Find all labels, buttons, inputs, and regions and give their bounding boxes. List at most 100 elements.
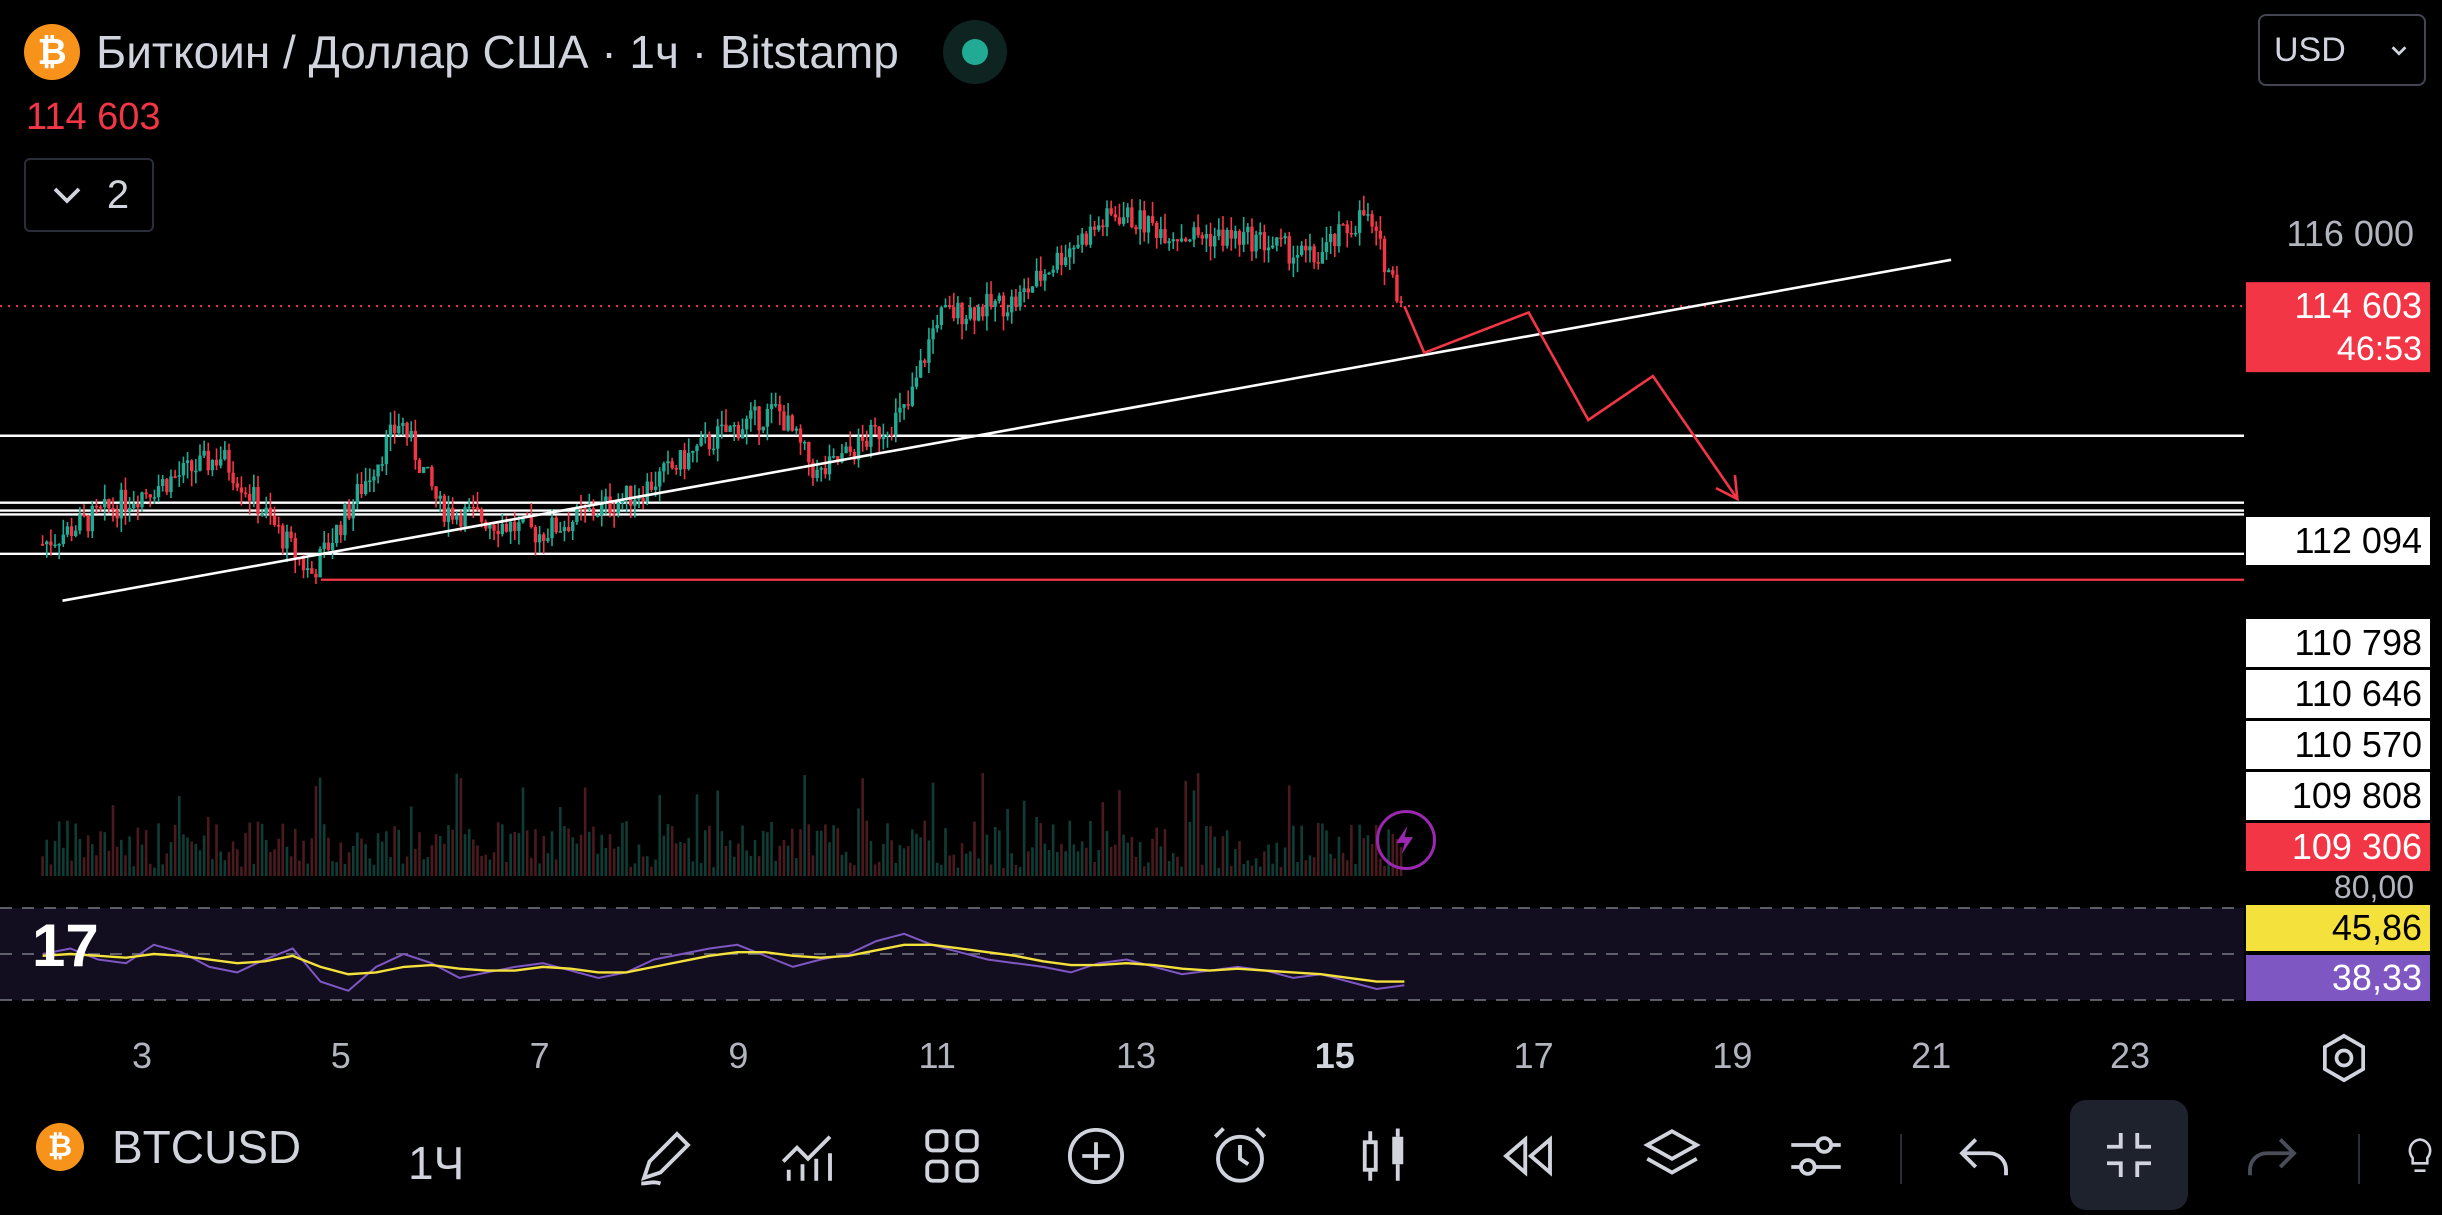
candle-body: [132, 503, 136, 508]
volume-bar: [1151, 838, 1154, 876]
volume-bar: [790, 828, 794, 876]
projection-path[interactable]: [1403, 305, 1739, 500]
currency-select[interactable]: USD: [2258, 14, 2426, 86]
candle-body: [322, 542, 326, 550]
candle-body: [1076, 244, 1080, 248]
candle-body: [434, 486, 438, 499]
volume-bar: [223, 860, 227, 876]
volume-bar: [525, 830, 529, 876]
candle-body: [169, 476, 173, 493]
replay-button[interactable]: [1490, 1118, 1566, 1194]
candle-body: [939, 307, 944, 325]
candle-body: [554, 517, 558, 533]
volume-bar: [588, 831, 591, 876]
candle-body: [517, 522, 521, 532]
volume-bar: [327, 837, 330, 876]
current-price-tag-bg: [2246, 282, 2430, 373]
volume-bar: [95, 855, 98, 876]
volume-bar: [136, 827, 140, 876]
candle-body: [57, 543, 61, 546]
candle-body: [802, 441, 807, 444]
volume-bar: [1056, 852, 1059, 876]
more-tools-button[interactable]: [2392, 1118, 2442, 1194]
candle-body: [426, 466, 430, 469]
indicators-button[interactable]: [770, 1118, 846, 1194]
candle-body: [765, 409, 770, 427]
symbol-search-button[interactable]: ₿ BTCUSD: [36, 1120, 301, 1174]
candle-body: [173, 476, 177, 478]
symbol-title[interactable]: Биткоин / Доллар США · 1ч · Bitstamp: [96, 26, 899, 78]
volume-bar: [1383, 865, 1386, 876]
candle-body: [301, 558, 306, 571]
time-tick: 23: [2110, 1035, 2150, 1076]
level-tag: 110 798: [2246, 619, 2430, 667]
alert-button[interactable]: [1202, 1118, 1278, 1194]
add-button[interactable]: [1058, 1118, 1134, 1194]
level-tag-bg: [2246, 619, 2430, 667]
volume-bar: [409, 806, 413, 876]
volume-bar: [811, 855, 815, 876]
candle-body: [136, 503, 140, 508]
candle-body: [326, 542, 331, 550]
volume-bar: [571, 837, 575, 876]
candle-body: [707, 434, 712, 450]
volume-bar: [873, 864, 877, 876]
undo-button[interactable]: [1946, 1118, 2022, 1194]
candles-icon: [1362, 1128, 1404, 1181]
chart-settings-button[interactable]: [2316, 1030, 2372, 1086]
volume-bar: [1006, 808, 1009, 876]
candle-body: [82, 514, 86, 516]
volume-bar: [376, 833, 380, 876]
indicators-collapse-button[interactable]: 2: [24, 158, 154, 232]
time-tick: 9: [728, 1035, 748, 1076]
candle-body: [831, 456, 836, 458]
volume-bar: [1159, 846, 1163, 876]
volume-bar: [211, 859, 214, 876]
drawing-tool-button[interactable]: [628, 1118, 704, 1194]
candle-body: [653, 486, 658, 490]
volume-bar: [554, 859, 558, 876]
candle-body: [1308, 246, 1312, 251]
candle-body: [488, 524, 492, 529]
fullscreen-collapse-button[interactable]: [2070, 1100, 2188, 1210]
candle-body: [807, 441, 811, 463]
candle-body: [276, 524, 281, 527]
candle-body: [1386, 270, 1391, 273]
volume-bar: [1176, 856, 1179, 876]
volume-bar: [401, 863, 405, 876]
redo-icon: [2248, 1138, 2297, 1176]
candle-body: [190, 460, 194, 472]
candle-body: [144, 492, 148, 495]
candle-body: [467, 506, 471, 509]
settings-button[interactable]: [1778, 1118, 1854, 1194]
volume-bar: [467, 829, 471, 876]
volume-bar: [1358, 824, 1361, 876]
volume-bar: [1258, 866, 1262, 876]
volume-bar: [861, 778, 864, 876]
volume-bar: [1234, 848, 1237, 876]
volume-bar: [882, 844, 885, 876]
chart-type-button[interactable]: [1346, 1118, 1422, 1194]
volume-bar: [757, 856, 761, 876]
last-price-label: 114 603: [26, 96, 161, 138]
candle-body: [521, 516, 525, 523]
candle-body: [384, 436, 389, 465]
layout-button[interactable]: [914, 1118, 990, 1194]
candle-body: [662, 463, 666, 472]
volume-bar: [1155, 827, 1159, 876]
market-open-indicator[interactable]: [942, 20, 1007, 84]
trendline[interactable]: [62, 258, 1952, 602]
chart-canvas[interactable]: 17 116 000 114 603 46:53 112 094 110 798 110 …: [0, 0, 2442, 1098]
redo-button[interactable]: [2234, 1118, 2310, 1194]
volume-bar: [795, 858, 798, 876]
candle-body: [1001, 295, 1006, 317]
timeframe-button[interactable]: 1Ч: [408, 1137, 465, 1189]
time-tick: 17: [1514, 1035, 1554, 1076]
symbol-header[interactable]: ₿ Биткоин / Доллар США · 1ч · Bitstamp: [24, 20, 1007, 84]
volume-bar: [1122, 834, 1125, 876]
events-bolt-button[interactable]: [1376, 810, 1436, 870]
candle-body: [351, 504, 355, 519]
volume-bar: [550, 831, 554, 876]
object-tree-button[interactable]: [1634, 1118, 1710, 1194]
volume-bar: [1060, 843, 1063, 876]
